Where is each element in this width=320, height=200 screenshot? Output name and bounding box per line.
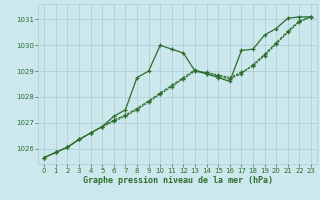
X-axis label: Graphe pression niveau de la mer (hPa): Graphe pression niveau de la mer (hPa) (83, 176, 273, 185)
